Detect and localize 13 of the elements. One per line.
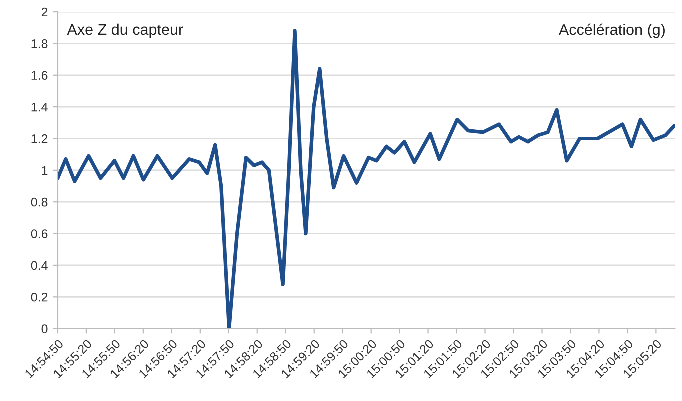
y-tick-label: 1.4	[32, 102, 48, 112]
y-tick-label: 2	[42, 8, 48, 17]
y-tick-label: 0	[42, 324, 48, 334]
y-tick-label: 0.2	[31, 292, 48, 302]
y-tick-label: 1.6	[32, 71, 48, 80]
y-tick-label: 0.4	[31, 261, 48, 270]
y-tick-label: 0.8	[31, 198, 48, 207]
y-tick-label: 0.6	[31, 230, 48, 238]
annotation: Accélération (g)	[558, 24, 665, 38]
y-tick-label: 1.8	[32, 40, 48, 48]
annotation: Axe Z du capteur	[67, 24, 184, 38]
y-tick-label: 1	[42, 166, 48, 175]
y-tick-label: 1.2	[32, 134, 48, 144]
